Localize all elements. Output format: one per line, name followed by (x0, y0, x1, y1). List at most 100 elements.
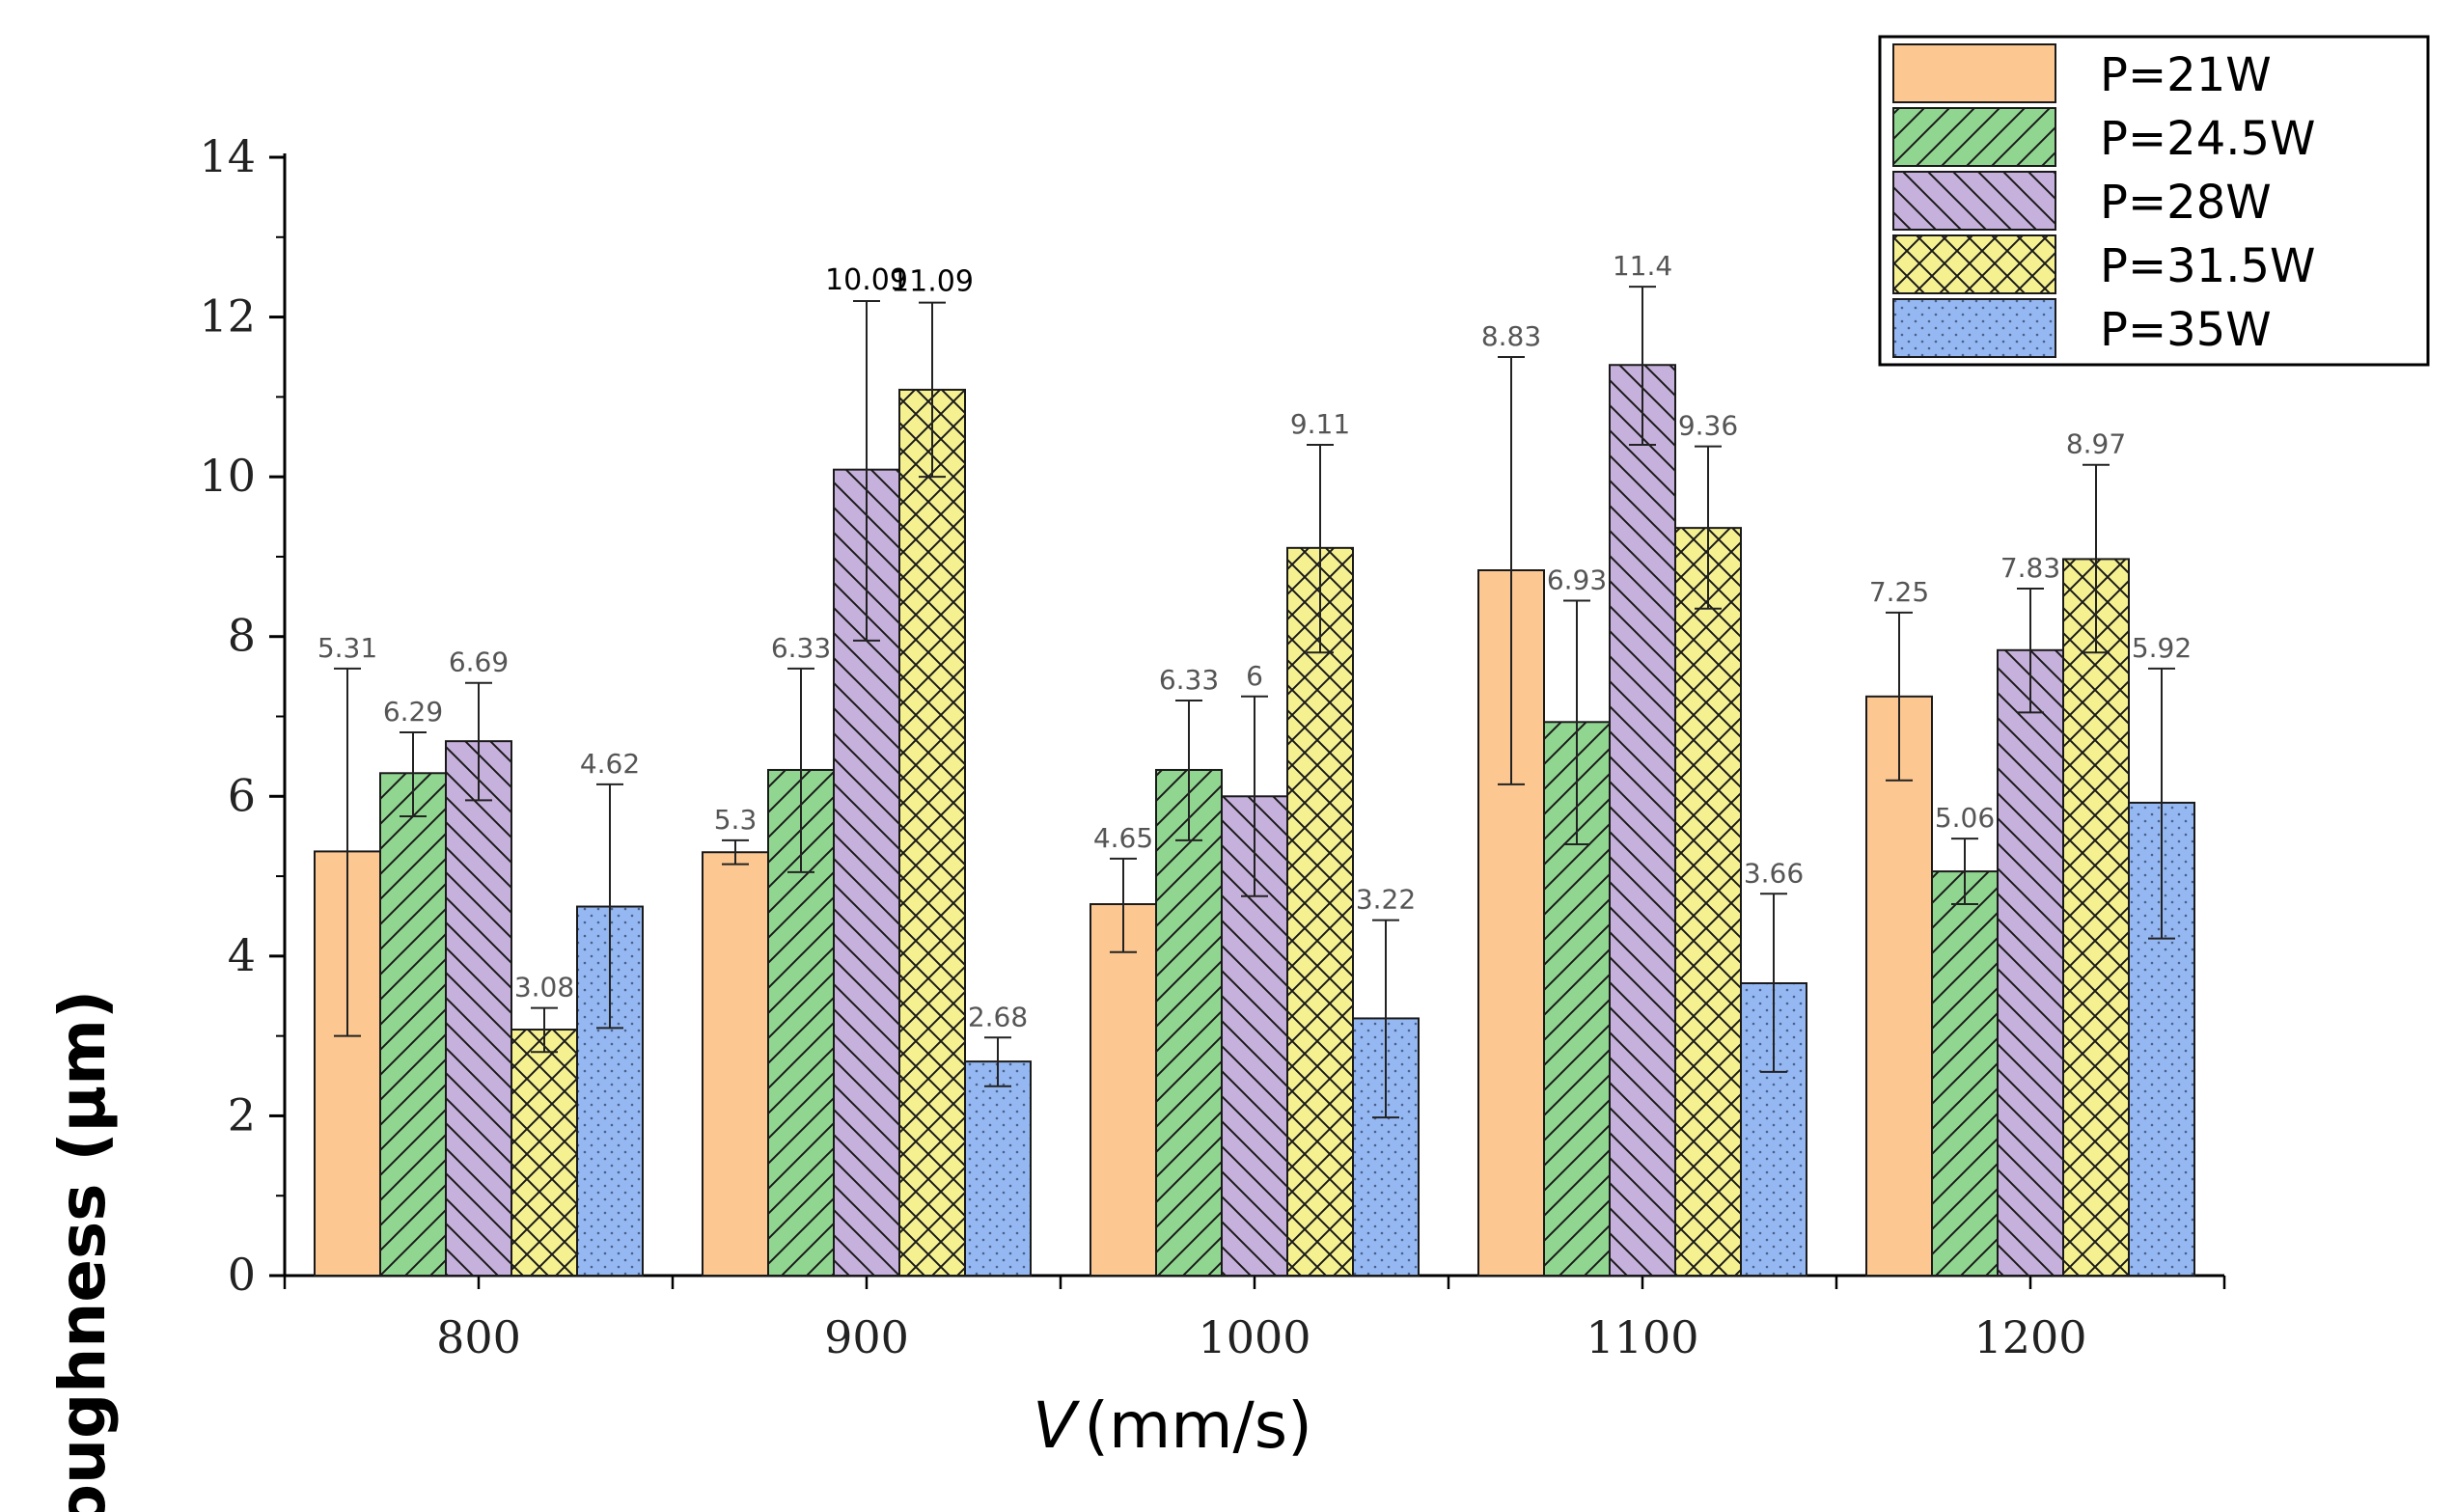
bar (1674, 527, 1742, 1277)
y-tick-label: 12 (199, 290, 256, 343)
error-bar (1498, 355, 1525, 785)
data-label: 8.97 (2066, 428, 2126, 460)
legend: P=21W P=24.5W P=28W P=31.5W P=35W (1878, 35, 2430, 367)
y-tick-label: 0 (228, 1249, 256, 1301)
data-label: 11.4 (1613, 250, 1672, 282)
data-label: 3.66 (1744, 857, 1804, 889)
error-bar (787, 667, 814, 873)
y-axis-title: Roughness (μm) (45, 990, 120, 1512)
legend-label: P=21W (2100, 48, 2272, 102)
y-tick-label: 4 (228, 929, 256, 981)
error-bar (1175, 699, 1202, 841)
error-bar (1629, 286, 1656, 447)
data-label: 5.31 (317, 632, 377, 664)
x-tick-label: 1100 (1586, 1311, 1698, 1363)
data-label: 5.3 (714, 804, 758, 836)
error-bar (722, 838, 749, 866)
data-label: 7.83 (2000, 552, 2060, 584)
error-bar (919, 301, 946, 479)
legend-item: P=28W (1892, 171, 2272, 231)
data-label: 6.33 (1159, 664, 1219, 696)
legend-swatch (1892, 107, 2056, 167)
bar (1997, 648, 2064, 1277)
bar (1931, 870, 1999, 1278)
y-tick-label: 6 (228, 769, 256, 821)
bar (510, 1029, 578, 1278)
error-bar (1886, 611, 1913, 782)
legend-label: P=28W (2100, 176, 2272, 230)
error-bar (1563, 599, 1590, 845)
data-label: 11.09 (891, 265, 974, 299)
chart-error-bars (334, 286, 2175, 1119)
legend-item: P=31.5W (1892, 234, 2316, 294)
legend-swatch (1892, 171, 2056, 231)
error-bar (531, 1006, 558, 1054)
x-axis-variable: V (1033, 1388, 1080, 1463)
data-label: 10.09 (825, 263, 908, 297)
legend-item: P=35W (1892, 298, 2272, 358)
error-bar (2083, 463, 2110, 654)
bar (2062, 558, 2130, 1277)
x-tick-label: 1000 (1198, 1311, 1310, 1363)
error-bar (984, 1036, 1011, 1087)
error-bar (1695, 445, 1722, 610)
y-tick-label: 14 (199, 130, 256, 182)
data-label: 2.68 (968, 1001, 1028, 1032)
bar (576, 905, 644, 1278)
error-bar (2148, 667, 2175, 940)
data-label: 3.08 (514, 972, 574, 1003)
y-tick-label: 2 (228, 1088, 256, 1141)
bar (445, 740, 512, 1277)
x-axis-unit: (mm/s) (1084, 1388, 1312, 1463)
legend-item: P=21W (1892, 43, 2272, 103)
error-bar (1760, 893, 1787, 1073)
chart-bars (314, 364, 2195, 1278)
error-bar (465, 681, 492, 802)
bar (964, 1060, 1032, 1277)
error-bar (1951, 838, 1978, 906)
data-label: 5.06 (1935, 802, 1995, 834)
data-label: 4.65 (1093, 822, 1153, 854)
legend-label: P=35W (2100, 303, 2272, 357)
bar (898, 388, 966, 1277)
y-tick-label: 10 (199, 450, 256, 502)
error-bar (400, 731, 427, 817)
error-bar (853, 300, 880, 642)
error-bar (334, 667, 361, 1037)
data-label: 6 (1246, 660, 1263, 692)
data-label: 5.92 (2132, 632, 2192, 664)
data-label: 6.93 (1547, 564, 1607, 595)
data-label: 6.29 (383, 696, 443, 728)
x-tick-label: 800 (436, 1311, 521, 1363)
legend-label: P=24.5W (2100, 112, 2316, 166)
bar (1286, 546, 1354, 1277)
error-bar (1307, 444, 1334, 654)
legend-label: P=31.5W (2100, 239, 2316, 293)
bar (1090, 903, 1157, 1278)
error-bar (1110, 857, 1137, 953)
error-bar (1241, 695, 1268, 897)
bar (1865, 695, 1933, 1277)
legend-swatch (1892, 298, 2056, 358)
x-tick-label: 1200 (1973, 1311, 2086, 1363)
data-label: 7.25 (1869, 576, 1929, 608)
y-tick-label: 8 (228, 610, 256, 662)
error-bar (596, 783, 623, 1030)
data-label: 3.22 (1356, 884, 1416, 916)
legend-swatch (1892, 43, 2056, 103)
bar (1609, 364, 1676, 1277)
x-axis-title: V (mm/s) (1033, 1388, 1312, 1463)
data-label: 4.62 (580, 748, 640, 780)
data-label: 6.33 (771, 632, 831, 664)
legend-swatch (1892, 234, 2056, 294)
data-label: 9.36 (1678, 410, 1738, 442)
error-bar (2017, 588, 2044, 714)
data-label: 9.11 (1290, 408, 1350, 440)
bar (1155, 768, 1223, 1277)
legend-item: P=24.5W (1892, 107, 2316, 167)
data-label: 6.69 (449, 646, 509, 678)
data-label: 8.83 (1481, 320, 1541, 352)
x-tick-label: 900 (824, 1311, 909, 1363)
